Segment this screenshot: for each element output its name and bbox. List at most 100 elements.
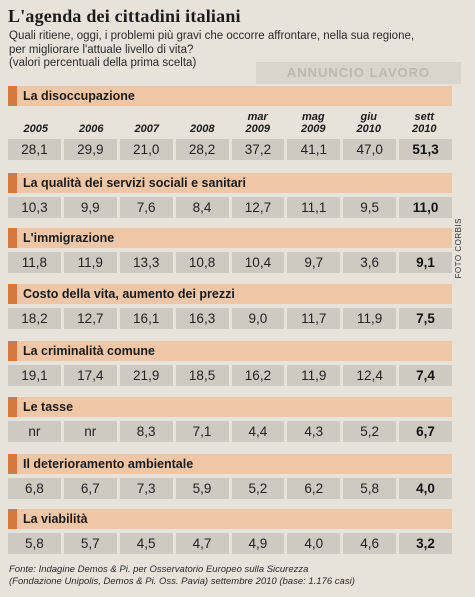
table-cell: 12,7 — [63, 308, 117, 329]
table-cell: 21,0 — [119, 139, 173, 160]
table-cell: 8,3 — [119, 421, 173, 442]
column-header-month: mar — [247, 111, 268, 123]
table-section: Il deterioramento ambientale 6,8 6,7 7,3 5,9… — [8, 454, 452, 499]
row-label: Il deterioramento ambientale — [23, 457, 194, 471]
column-header: 2008 — [175, 109, 231, 135]
table-row: 11,8 11,9 13,3 10,8 10,4 9,7 3,6 9,1 — [8, 252, 452, 273]
table-row: 18,2 12,7 16,1 16,3 9,0 11,7 11,9 7,5 — [8, 308, 452, 329]
row-label: La viabilità — [23, 512, 88, 526]
column-header-year: 2008 — [190, 122, 215, 135]
table-row: 10,3 9,9 7,6 8,4 12,7 11,1 9,5 11,0 — [8, 197, 452, 218]
table-cell: 17,4 — [63, 365, 117, 386]
table-cell: 41,1 — [287, 139, 341, 160]
table-cell: 16,2 — [231, 365, 285, 386]
table-section: La qualità dei servizi sociali e sanitar… — [8, 173, 452, 218]
column-header-month: giu — [360, 111, 378, 123]
table-cell: 5,9 — [175, 478, 229, 499]
table-cell: 12,7 — [231, 197, 285, 218]
table-cell: 10,3 — [8, 197, 61, 218]
subtitle-line: (valori percentuali della prima scelta) — [9, 57, 197, 69]
table-cell: 4,3 — [287, 421, 341, 442]
chart-subtitle: Quali ritiene, oggi, i problemi più grav… — [9, 30, 464, 71]
column-header-year: 2005 — [23, 122, 48, 135]
column-header-month: sett — [414, 111, 435, 123]
table-section: Le tasse nr nr 8,3 7,1 4,4 4,3 5,2 6,7 — [8, 397, 452, 442]
table-cell: 4,0 — [399, 478, 452, 499]
table-cell: 4,0 — [287, 533, 341, 554]
column-header-year: 2009 — [301, 122, 326, 135]
table-cell: 18,5 — [175, 365, 229, 386]
column-header: 2007 — [119, 109, 175, 135]
table-cell: 16,3 — [175, 308, 229, 329]
row-label: L'immigrazione — [23, 231, 115, 245]
column-header-year: 2009 — [245, 122, 270, 135]
table-cell: 9,9 — [63, 197, 117, 218]
row-header-bar: L'immigrazione — [8, 228, 452, 248]
row-header-bar: La viabilità — [8, 509, 452, 529]
table-cell: 4,4 — [231, 421, 285, 442]
table-row: nr nr 8,3 7,1 4,4 4,3 5,2 6,7 — [8, 421, 452, 442]
table-cell: 37,2 — [231, 139, 285, 160]
table-cell: 19,1 — [8, 365, 61, 386]
table-row: 5,8 5,7 4,5 4,7 4,9 4,0 4,6 3,2 — [8, 533, 452, 554]
column-header: 2005 — [8, 109, 64, 135]
table-cell: 5,8 — [8, 533, 61, 554]
table-cell: 47,0 — [343, 139, 397, 160]
table-cell: 3,6 — [343, 252, 397, 273]
row-marker — [8, 341, 17, 361]
table-cell: 16,1 — [119, 308, 173, 329]
row-label: Costo della vita, aumento dei prezzi — [23, 287, 235, 301]
column-header-year: 2007 — [134, 122, 159, 135]
row-marker — [8, 509, 17, 529]
source-line: (Fondazione Unipolis, Demos & Pi. Oss. P… — [9, 575, 355, 587]
column-header-year: 2006 — [79, 122, 104, 135]
table-cell: 11,7 — [287, 308, 341, 329]
row-header-bar: La disoccupazione — [8, 86, 452, 106]
table-cell: 7,6 — [119, 197, 173, 218]
column-header-month: mag — [301, 111, 325, 123]
table-cell: 28,1 — [8, 139, 61, 160]
row-header-bar: La qualità dei servizi sociali e sanitar… — [8, 173, 452, 193]
table-cell: 9,5 — [343, 197, 397, 218]
row-marker — [8, 173, 17, 193]
table-cell: 7,1 — [175, 421, 229, 442]
table-cell: 11,1 — [287, 197, 341, 218]
table-cell: 4,7 — [175, 533, 229, 554]
table-cell: 21,9 — [119, 365, 173, 386]
table-cell: 6,2 — [287, 478, 341, 499]
background-page-text: ANNUNCIO LAVORO — [256, 62, 461, 84]
row-label: La qualità dei servizi sociali e sanitar… — [23, 176, 247, 190]
table-cell: 7,3 — [119, 478, 173, 499]
source-note: Fonte: Indagine Demos & Pi. per Osservat… — [9, 564, 464, 587]
table-cell: 13,3 — [119, 252, 173, 273]
table-cell: 4,6 — [343, 533, 397, 554]
table-cell: 11,8 — [8, 252, 61, 273]
column-header: giu 2010 — [341, 109, 397, 135]
row-marker — [8, 228, 17, 248]
column-headers: 2005 2006 2007 2008 mar 2009 mag 2009 giu 2010 set… — [8, 109, 452, 135]
table-cell: 6,8 — [8, 478, 61, 499]
table-cell: 9,0 — [231, 308, 285, 329]
table-cell: 11,9 — [343, 308, 397, 329]
table-cell: 11,9 — [287, 365, 341, 386]
table-cell: 6,7 — [399, 421, 452, 442]
table-section: L'immigrazione 11,8 11,9 13,3 10,8 10,4 9,7 3,6… — [8, 228, 452, 273]
row-header-bar: Costo della vita, aumento dei prezzi — [8, 284, 452, 304]
table-section: La viabilità 5,8 5,7 4,5 4,7 4,9 4,0 4,6 3,2 — [8, 509, 452, 554]
row-label: La disoccupazione — [23, 89, 135, 103]
table-cell: 9,1 — [399, 252, 452, 273]
table-cell: 18,2 — [8, 308, 61, 329]
table-row: 6,8 6,7 7,3 5,9 5,2 6,2 5,8 4,0 — [8, 478, 452, 499]
table-section: La criminalità comune 19,1 17,4 21,9 18,5 16,… — [8, 341, 452, 386]
table-cell: 4,9 — [231, 533, 285, 554]
table-section: La disoccupazione 2005 2006 2007 2008 mar 2009… — [8, 86, 452, 160]
row-marker — [8, 397, 17, 417]
row-header-bar: La criminalità comune — [8, 341, 452, 361]
table-cell: 28,2 — [175, 139, 229, 160]
row-marker — [8, 454, 17, 474]
source-line: Fonte: Indagine Demos & Pi. per Osservat… — [9, 564, 309, 575]
subtitle-line: Quali ritiene, oggi, i problemi più grav… — [9, 30, 415, 42]
table-cell: 29,9 — [63, 139, 117, 160]
row-label: La criminalità comune — [23, 344, 155, 358]
table-cell: 10,4 — [231, 252, 285, 273]
